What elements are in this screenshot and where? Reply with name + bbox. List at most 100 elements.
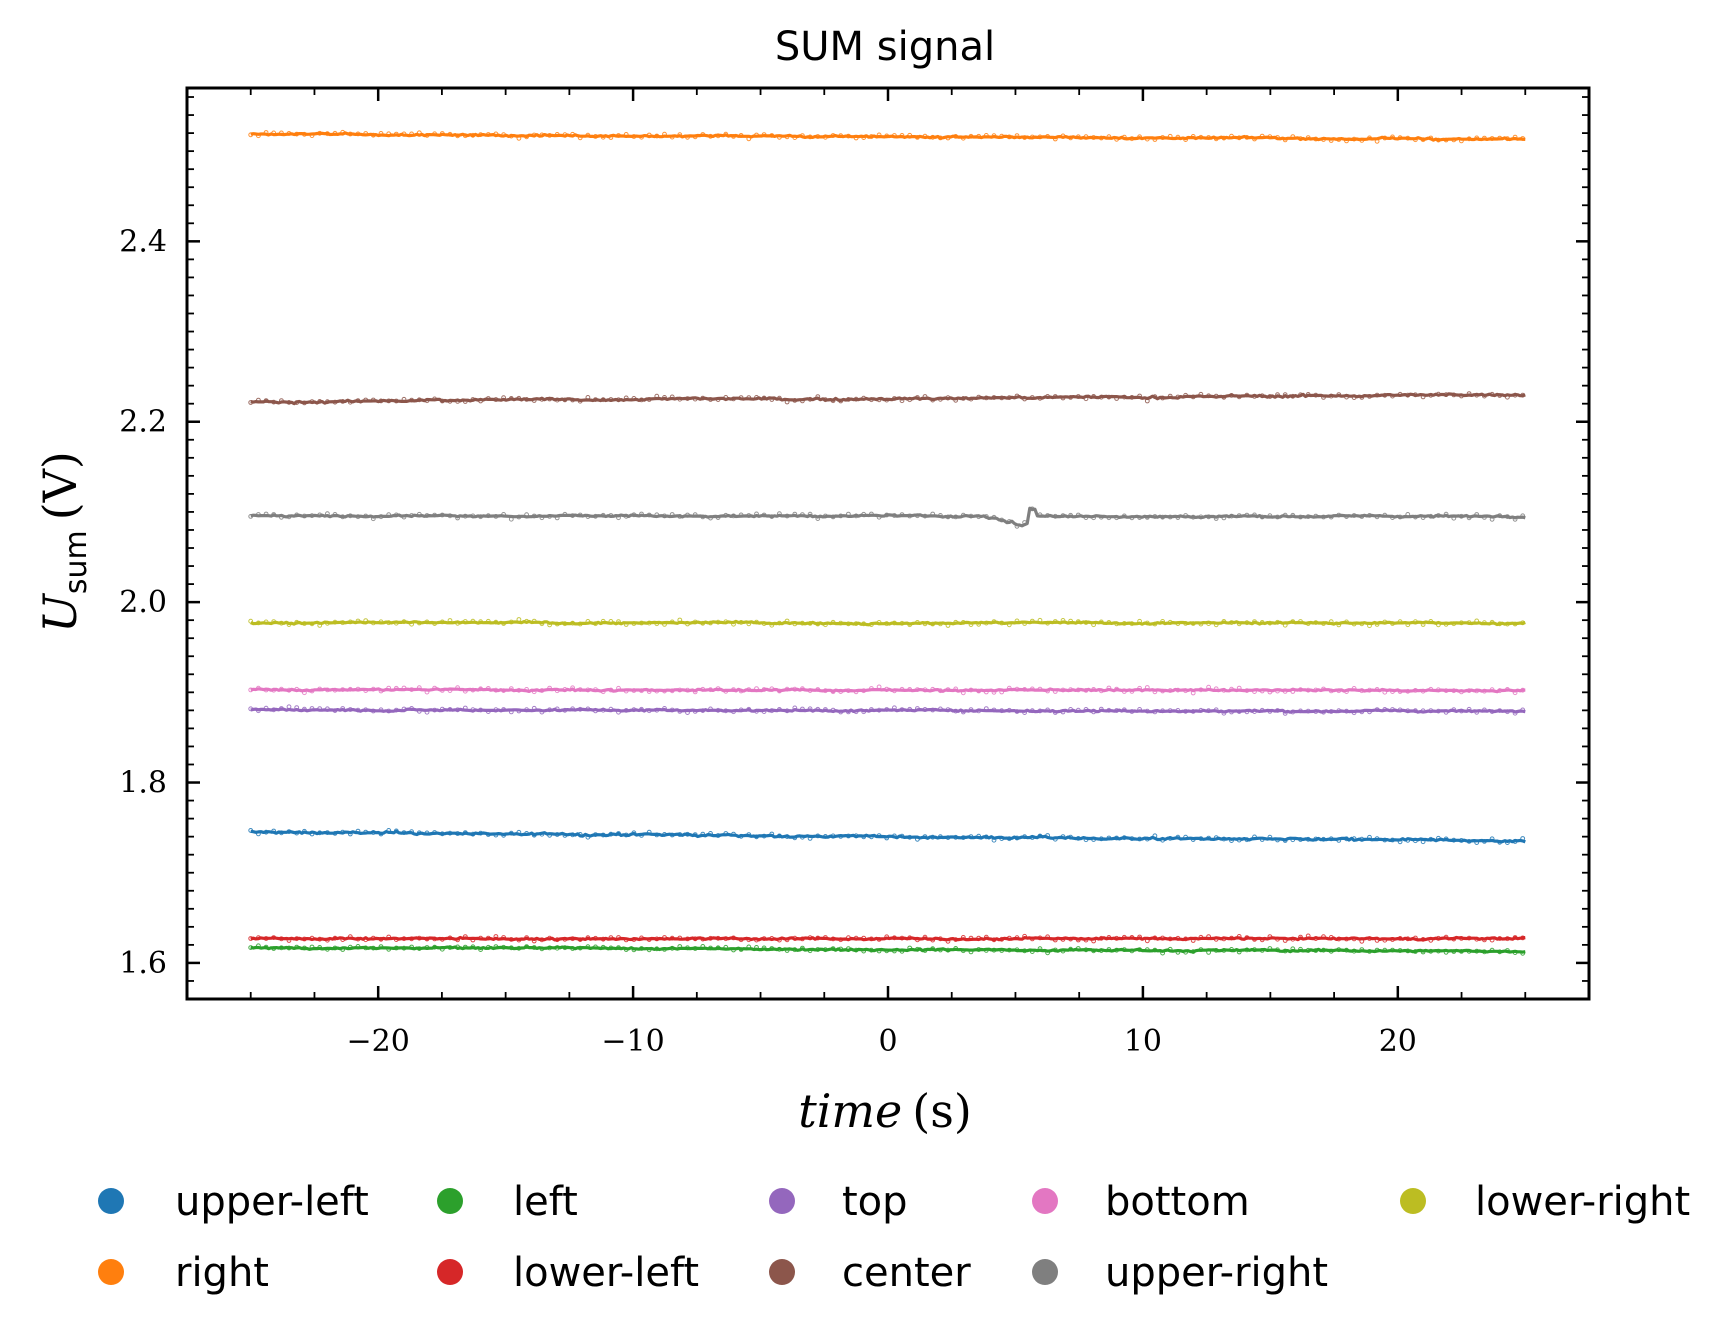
data-point — [1229, 513, 1234, 519]
data-point — [876, 397, 882, 403]
data-point — [953, 397, 959, 403]
data-point — [892, 133, 897, 138]
data-point — [1390, 515, 1395, 520]
data-point — [355, 618, 361, 624]
data-point — [317, 706, 323, 711]
data-point — [830, 707, 836, 713]
data-point — [1152, 514, 1158, 519]
data-point — [1351, 136, 1357, 142]
data-point — [325, 687, 330, 693]
data-point — [363, 707, 369, 713]
data-point — [455, 937, 461, 943]
legend-label: right — [175, 1250, 269, 1296]
data-point — [1413, 619, 1418, 625]
data-point — [1497, 393, 1503, 398]
data-point — [1091, 938, 1096, 944]
data-point — [1336, 708, 1342, 714]
data-point — [960, 948, 966, 954]
legend-label: center — [842, 1250, 971, 1296]
data-point — [485, 396, 491, 401]
data-point — [424, 619, 430, 625]
data-point — [976, 947, 982, 952]
data-point — [1420, 622, 1426, 627]
data-point — [960, 396, 966, 401]
data-point — [424, 689, 430, 695]
data-point — [1183, 688, 1188, 694]
data-point — [1144, 947, 1150, 953]
data-point — [1213, 516, 1219, 521]
data-point — [976, 514, 982, 520]
data-point — [1451, 515, 1457, 521]
data-point — [1451, 707, 1457, 713]
data-point — [838, 937, 844, 943]
data-point — [907, 397, 913, 403]
data-point — [1091, 948, 1096, 954]
data-point — [815, 621, 821, 627]
data-point — [884, 512, 890, 518]
data-point — [1175, 708, 1181, 713]
data-point — [577, 135, 583, 141]
data-point — [539, 946, 545, 952]
x-tick-label: −20 — [347, 1024, 410, 1059]
data-point — [1321, 395, 1326, 400]
data-point — [838, 709, 844, 715]
data-point — [1336, 512, 1342, 518]
data-point — [731, 687, 736, 692]
data-point — [286, 622, 292, 627]
data-point — [1321, 621, 1326, 626]
data-point — [432, 131, 438, 137]
data-point — [1190, 514, 1196, 520]
data-point — [1459, 620, 1464, 626]
data-point — [892, 935, 897, 941]
data-point — [302, 828, 307, 834]
data-point — [754, 132, 759, 138]
data-point — [815, 687, 821, 692]
data-point — [1282, 838, 1288, 843]
data-point — [777, 833, 782, 839]
data-point — [516, 945, 522, 951]
data-point — [432, 936, 438, 942]
data-point — [800, 945, 805, 951]
data-point — [462, 934, 468, 939]
data-point — [1298, 708, 1303, 714]
data-point — [1229, 838, 1234, 843]
data-point — [1459, 393, 1464, 399]
data-point — [892, 948, 897, 954]
data-point — [654, 621, 660, 627]
data-point — [309, 831, 315, 837]
data-point — [409, 397, 415, 403]
data-point — [715, 945, 721, 951]
data-point — [332, 831, 338, 836]
data-point — [1060, 948, 1066, 954]
data-point — [708, 687, 713, 693]
data-point — [600, 936, 606, 942]
data-point — [1244, 512, 1250, 518]
data-point — [830, 133, 836, 138]
data-point — [1167, 688, 1173, 693]
data-point — [1290, 619, 1296, 624]
data-point — [508, 709, 514, 715]
data-point — [317, 936, 323, 942]
data-point — [340, 937, 346, 942]
data-point — [478, 935, 484, 941]
data-point — [708, 133, 713, 139]
data-point — [938, 513, 943, 518]
data-point — [1022, 135, 1027, 140]
data-point — [800, 706, 805, 712]
data-point — [1068, 687, 1073, 692]
data-point — [447, 618, 453, 623]
data-point — [340, 947, 346, 952]
data-point — [1014, 947, 1020, 953]
data-point — [1382, 837, 1388, 843]
data-point — [1152, 833, 1158, 839]
data-point — [662, 395, 667, 400]
data-point — [662, 935, 667, 940]
data-point — [508, 830, 514, 836]
data-point — [861, 511, 867, 517]
data-point — [968, 707, 974, 712]
data-point — [1190, 949, 1196, 954]
data-point — [677, 132, 683, 138]
data-point — [1443, 934, 1449, 940]
data-point — [677, 832, 683, 837]
data-point — [815, 935, 821, 941]
